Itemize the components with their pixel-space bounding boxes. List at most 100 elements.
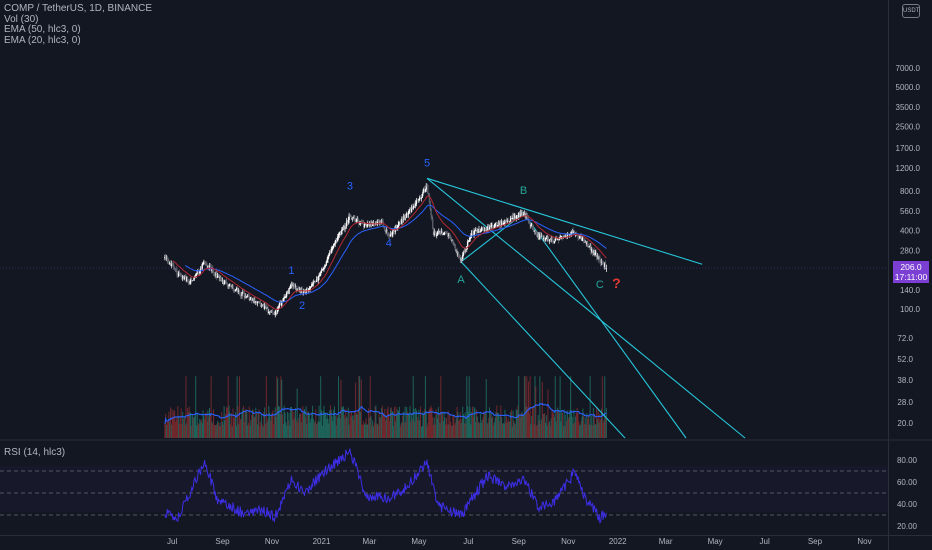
volume-bar — [395, 407, 397, 438]
volume-bar — [167, 421, 169, 438]
price-tick-label: 2500.0 — [896, 122, 921, 131]
volume-bar — [186, 423, 188, 438]
rsi-pane — [0, 448, 888, 524]
candle — [330, 246, 332, 254]
volume-bar — [510, 411, 512, 438]
rsi-legend[interactable]: RSI (14, hlc3) — [4, 447, 66, 458]
candle — [501, 220, 504, 226]
volume-bar — [207, 410, 209, 438]
volume-bar — [238, 423, 240, 438]
wave-label: 4 — [386, 238, 392, 250]
volume-bar — [511, 426, 513, 438]
candle — [401, 216, 403, 225]
time-tick-label: 2021 — [313, 537, 331, 546]
volume-bar — [400, 423, 402, 438]
volume-bar — [346, 418, 348, 438]
volume-bar — [191, 426, 193, 438]
volume-bar — [273, 415, 275, 438]
volume-bar — [187, 412, 189, 438]
volume-bar — [338, 376, 340, 438]
pitchfork-channel — [426, 177, 746, 439]
volume-bar — [491, 417, 493, 438]
wave-label: 1 — [288, 265, 294, 277]
time-tick-label: May — [708, 537, 723, 546]
volume-bar — [274, 407, 276, 438]
volume-bar — [266, 421, 268, 438]
volume-bar — [513, 421, 515, 438]
volume-bar — [434, 424, 436, 438]
candle — [471, 229, 474, 235]
volume-bar — [269, 412, 271, 438]
volume-bar — [527, 407, 529, 438]
volume-bar — [441, 412, 443, 438]
volume-bar — [394, 406, 396, 438]
volume-bar — [598, 422, 600, 438]
indicator-volume[interactable]: Vol (30) — [4, 13, 39, 25]
volume-bar — [460, 422, 462, 438]
volume-bar — [447, 410, 449, 438]
volume-bar — [543, 413, 545, 438]
volume-bar — [595, 423, 597, 438]
candle — [432, 216, 434, 230]
volume-bar — [168, 411, 170, 438]
volume-bar — [286, 411, 288, 438]
indicator-ema-20[interactable]: EMA (20, hlc3, 0) — [4, 34, 81, 46]
time-tick-label: Sep — [215, 537, 230, 546]
volume-bar — [506, 416, 508, 438]
symbol-title[interactable]: COMP / TetherUS, 1D, BINANCE — [4, 3, 153, 14]
volume-bar — [321, 425, 323, 438]
currency-badge[interactable]: USDT — [902, 4, 920, 18]
volume-bar — [164, 423, 166, 438]
volume-bar — [295, 407, 297, 438]
price-axis[interactable]: 7000.0 5000.0 3500.0 2500.0 1700.0 1200.0 800.… — [896, 64, 921, 531]
time-axis[interactable]: Jul Sep Nov 2021 Mar May Jul Sep Nov 2022 Mar May Ju… — [167, 537, 872, 546]
candle — [462, 252, 464, 261]
volume-bar — [293, 411, 295, 438]
candle — [420, 197, 422, 202]
channel-upper-line — [426, 177, 703, 265]
volume-bar — [249, 425, 251, 438]
volume-bar — [177, 406, 179, 438]
volume-bar — [217, 422, 219, 438]
volume-bar — [211, 421, 213, 438]
volume-bar — [187, 408, 189, 438]
candle — [225, 278, 228, 285]
volume-bar — [272, 410, 274, 438]
volume-bar — [184, 425, 186, 438]
volume-bar — [165, 424, 167, 438]
volume-bar — [331, 416, 333, 438]
candle — [463, 251, 465, 255]
volume-bar — [593, 413, 595, 438]
volume-bar — [448, 424, 450, 438]
candle — [425, 183, 427, 192]
candle — [510, 215, 513, 220]
volume-bar — [597, 408, 599, 438]
volume-bar — [442, 421, 444, 438]
price-tick-label: 100.0 — [900, 305, 921, 314]
price-tick-label: 800.0 — [900, 187, 921, 196]
volume-bar — [386, 409, 388, 438]
volume-bar — [398, 411, 400, 438]
candle — [312, 279, 315, 287]
volume-bar — [191, 414, 193, 438]
volume-bar — [212, 423, 214, 438]
price-tick-label: 3500.0 — [896, 103, 921, 112]
volume-bar — [430, 405, 432, 438]
volume-bar — [311, 412, 313, 438]
volume-bar — [455, 418, 457, 438]
volume-bar — [366, 424, 368, 438]
volume-bar — [343, 415, 345, 438]
candle — [309, 286, 311, 292]
volume-bar — [255, 407, 257, 438]
volume-bar — [433, 425, 435, 438]
volume-bar — [512, 410, 514, 438]
candle — [427, 184, 429, 194]
candle — [534, 229, 536, 235]
ema-lines — [172, 195, 607, 311]
volume-bar — [429, 407, 431, 438]
volume-bar — [480, 423, 482, 438]
price-tick-label: 7000.0 — [896, 64, 921, 73]
indicator-ema-50[interactable]: EMA (50, hlc3, 0) — [4, 24, 81, 35]
volume-bar — [570, 376, 572, 438]
